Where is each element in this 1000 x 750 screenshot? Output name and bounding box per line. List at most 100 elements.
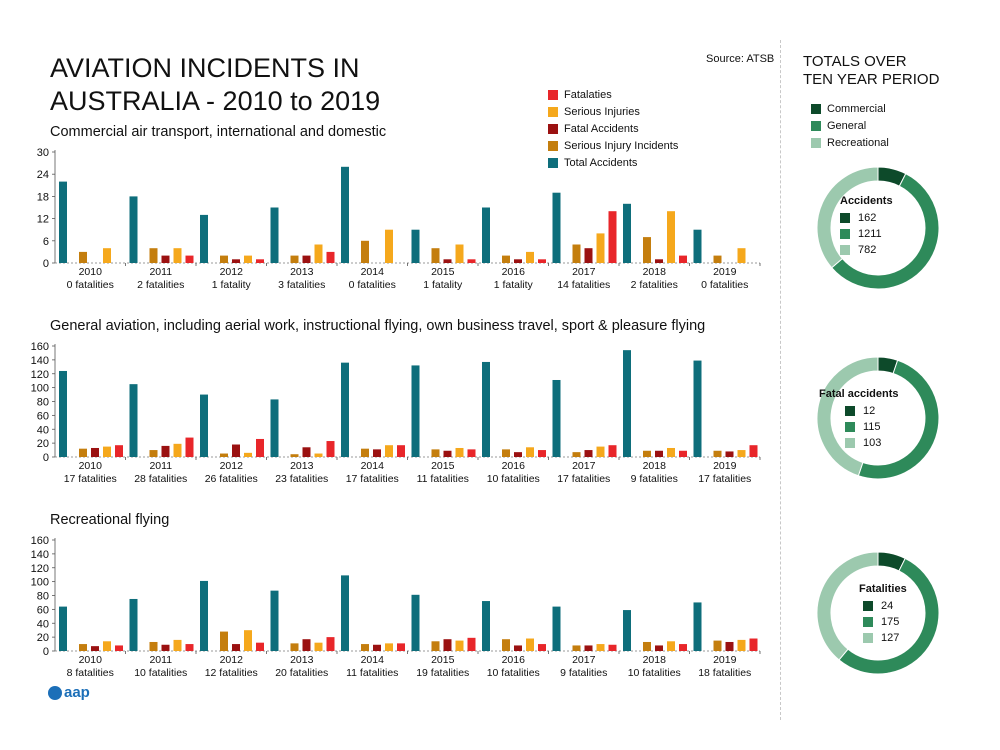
- fatalities-label: 2 fatalities: [631, 279, 678, 291]
- bar: [482, 601, 490, 651]
- bar: [514, 645, 522, 651]
- y-tick-label: 0: [43, 646, 49, 658]
- x-tick-label: 2014: [361, 266, 385, 278]
- bar: [220, 453, 228, 457]
- bar: [385, 445, 393, 457]
- x-tick-label: 2013: [290, 460, 314, 472]
- bar: [115, 645, 123, 651]
- bar: [314, 453, 323, 457]
- bar: [244, 255, 252, 263]
- bar: [200, 394, 208, 457]
- bar: [608, 644, 617, 651]
- main-title: AVIATION INCIDENTS IN AUSTRALIA - 2010 t…: [50, 52, 380, 118]
- totals-legend-recreational: Recreational: [811, 134, 889, 151]
- y-tick-label: 0: [43, 258, 49, 270]
- bar: [584, 248, 593, 263]
- title-line-2: AUSTRALIA - 2010 to 2019: [50, 86, 381, 116]
- y-tick-label: 30: [37, 147, 49, 159]
- bar: [79, 644, 87, 651]
- bar: [361, 240, 369, 263]
- x-tick-label: 2011: [149, 654, 172, 666]
- bar: [161, 445, 170, 457]
- x-tick-label: 2012: [220, 654, 244, 666]
- bar: [467, 449, 476, 457]
- x-tick-label: 2017: [572, 266, 596, 278]
- bar: [185, 437, 194, 457]
- donut-value: 175: [881, 616, 900, 628]
- x-tick-label: 2014: [361, 460, 385, 472]
- donut-value: 162: [858, 212, 877, 224]
- bar: [79, 251, 87, 263]
- fatalities-label: 3 fatalities: [278, 279, 325, 291]
- fatalities-label: 11 fatalities: [417, 473, 469, 485]
- x-tick-label: 2013: [290, 266, 314, 278]
- bar: [655, 259, 663, 263]
- donut-hole: [826, 561, 930, 665]
- bar: [302, 255, 311, 263]
- totals-title-line-1: TOTALS OVER: [803, 53, 907, 70]
- bar: [443, 450, 452, 457]
- bar: [667, 211, 675, 263]
- bar: [302, 639, 311, 651]
- bar: [596, 644, 605, 651]
- donut-accidents: [816, 166, 940, 290]
- bar: [667, 641, 675, 651]
- legend-label: Fatal Accidents: [564, 122, 639, 135]
- fatalities-label: 11 fatalities: [346, 667, 398, 679]
- bar: [200, 580, 208, 651]
- legend-swatch: [863, 617, 873, 627]
- bar: [713, 640, 722, 651]
- bar: [385, 229, 393, 263]
- donut-hole: [826, 176, 930, 280]
- legend-swatch: [811, 120, 821, 131]
- y-tick-label: 120: [31, 369, 49, 381]
- donut-value-row: 1211: [840, 226, 960, 242]
- bar: [314, 244, 323, 263]
- bar: [572, 645, 581, 651]
- bar: [643, 450, 651, 457]
- bar: [59, 370, 67, 457]
- donut-value: 12: [863, 405, 876, 417]
- x-tick-label: 2017: [572, 460, 596, 472]
- donut-value-row: 175: [863, 614, 983, 630]
- bar: [385, 643, 393, 651]
- legend-swatch: [548, 157, 558, 168]
- bar: [220, 631, 228, 651]
- bar: [173, 639, 182, 651]
- totals-legend-general: General: [811, 117, 889, 134]
- section-divider: [780, 40, 781, 720]
- bar: [373, 644, 381, 651]
- fatalities-label: 1 fatality: [423, 279, 463, 291]
- bar: [643, 641, 651, 651]
- y-tick-label: 18: [37, 191, 49, 203]
- bar: [737, 450, 746, 457]
- series-legend: Fatalaties Serious Injuries Fatal Accide…: [548, 86, 678, 171]
- donut-value: 1211: [858, 228, 882, 240]
- y-tick-label: 120: [31, 563, 49, 575]
- bar: [679, 644, 687, 651]
- bar: [59, 606, 67, 651]
- legend-swatch: [548, 140, 558, 151]
- bar: [341, 362, 349, 457]
- x-tick-label: 2015: [431, 266, 455, 278]
- bar: [643, 237, 651, 263]
- legend-label: Serious Injury Incidents: [564, 139, 679, 152]
- fatalities-label: 1 fatality: [494, 279, 534, 291]
- legend-item-total-accidents: Total Accidents: [548, 154, 678, 171]
- x-tick-label: 2017: [572, 654, 596, 666]
- bar: [161, 644, 170, 651]
- x-tick-label: 2018: [643, 266, 667, 278]
- fatalities-label: 20 fatalities: [275, 667, 328, 679]
- bar: [91, 447, 99, 457]
- legend-swatch: [548, 123, 558, 134]
- bar: [596, 446, 605, 457]
- bar: [244, 630, 252, 651]
- donut-value-row: 24: [863, 598, 983, 614]
- bar: [482, 361, 490, 457]
- donut-value-row: 162: [840, 210, 960, 226]
- fatalities-label: 26 fatalities: [205, 473, 258, 485]
- legend-swatch: [840, 229, 850, 239]
- donut-fatal-accidents-labels: Fatal accidents 12 115 103: [819, 388, 965, 451]
- bar: [129, 384, 138, 457]
